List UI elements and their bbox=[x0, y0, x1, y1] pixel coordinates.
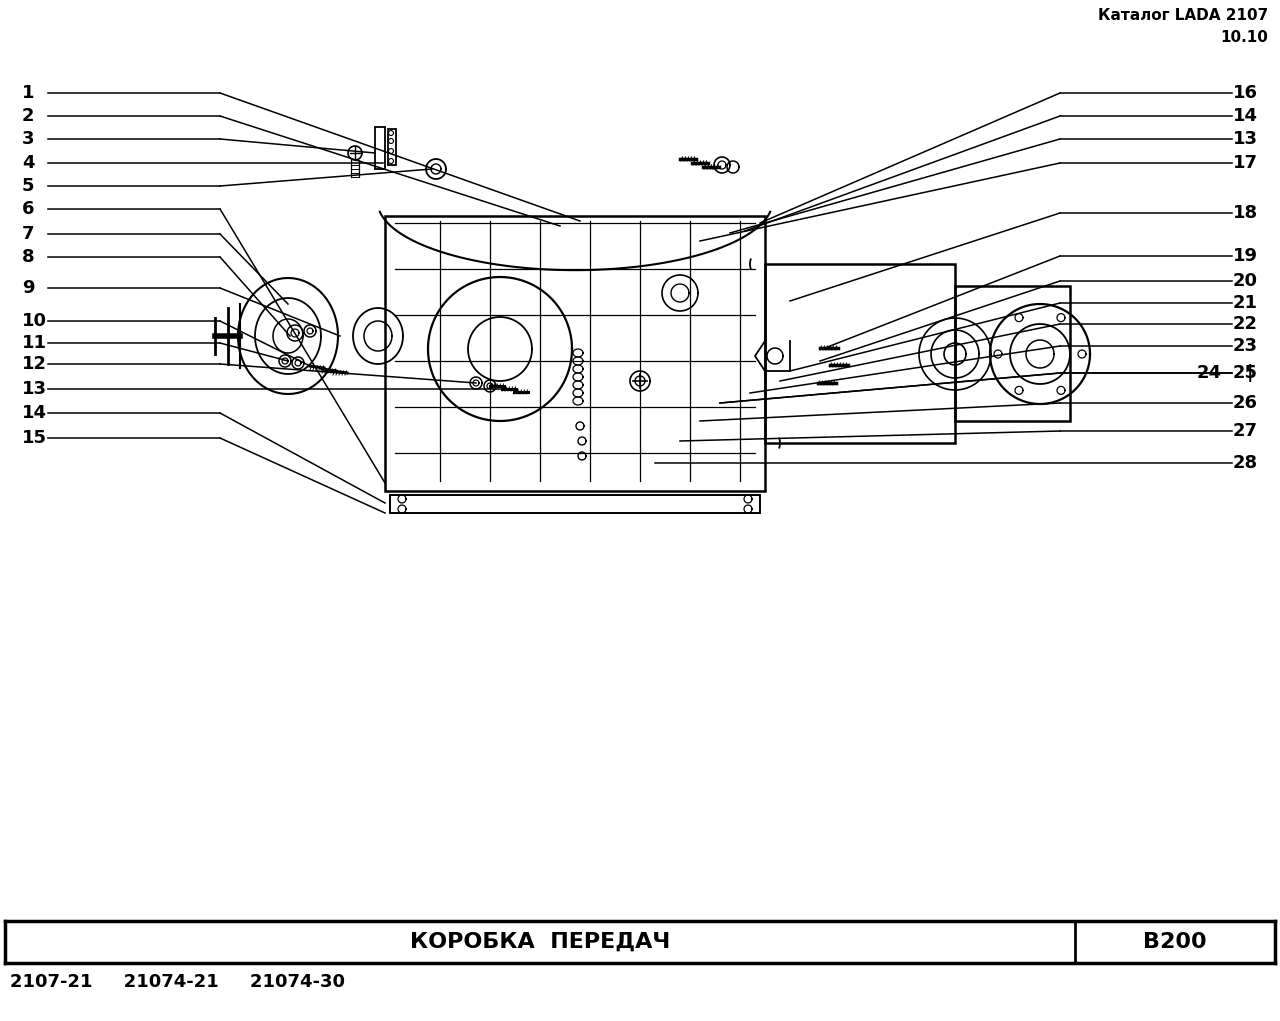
Text: 24: 24 bbox=[1197, 364, 1222, 382]
Text: 15: 15 bbox=[22, 429, 47, 447]
Text: 1: 1 bbox=[22, 84, 35, 102]
Text: 26: 26 bbox=[1233, 394, 1258, 412]
Text: 14: 14 bbox=[22, 404, 47, 422]
Text: Каталог LADA 2107: Каталог LADA 2107 bbox=[1098, 8, 1268, 23]
Text: КОРОБКА  ПЕРЕДАЧ: КОРОБКА ПЕРЕДАЧ bbox=[410, 932, 671, 952]
Text: 17: 17 bbox=[1233, 154, 1258, 172]
Text: 4: 4 bbox=[22, 154, 35, 172]
Text: 14: 14 bbox=[1233, 107, 1258, 125]
Text: В200: В200 bbox=[1143, 932, 1207, 952]
Text: 23: 23 bbox=[1233, 337, 1258, 355]
Bar bbox=[385, 216, 765, 491]
Bar bbox=[955, 286, 1070, 421]
Bar bbox=[390, 495, 760, 513]
Text: 12: 12 bbox=[22, 355, 47, 373]
Bar bbox=[375, 127, 385, 169]
Text: 22: 22 bbox=[1233, 315, 1258, 333]
Text: 2: 2 bbox=[22, 107, 35, 125]
Bar bbox=[765, 264, 955, 443]
Text: 13: 13 bbox=[22, 380, 47, 398]
Text: |: | bbox=[1247, 364, 1253, 382]
Text: 18: 18 bbox=[1233, 204, 1258, 222]
Text: 6: 6 bbox=[22, 200, 35, 218]
Bar bbox=[388, 129, 396, 165]
Text: 7: 7 bbox=[22, 225, 35, 243]
Text: 20: 20 bbox=[1233, 272, 1258, 290]
Text: 10.10: 10.10 bbox=[1220, 30, 1268, 45]
Text: 27: 27 bbox=[1233, 422, 1258, 440]
Text: 3: 3 bbox=[22, 130, 35, 148]
Text: 16: 16 bbox=[1233, 84, 1258, 102]
Text: 2107-21     21074-21     21074-30: 2107-21 21074-21 21074-30 bbox=[10, 973, 346, 991]
Text: 8: 8 bbox=[22, 248, 35, 266]
Text: 28: 28 bbox=[1233, 454, 1258, 472]
Text: 21: 21 bbox=[1233, 294, 1258, 312]
Text: 11: 11 bbox=[22, 334, 47, 352]
Text: 9: 9 bbox=[22, 279, 35, 297]
Text: 5: 5 bbox=[22, 177, 35, 195]
Text: 10: 10 bbox=[22, 312, 47, 330]
Text: 13: 13 bbox=[1233, 130, 1258, 148]
Text: 25: 25 bbox=[1233, 364, 1258, 382]
Text: 19: 19 bbox=[1233, 247, 1258, 265]
